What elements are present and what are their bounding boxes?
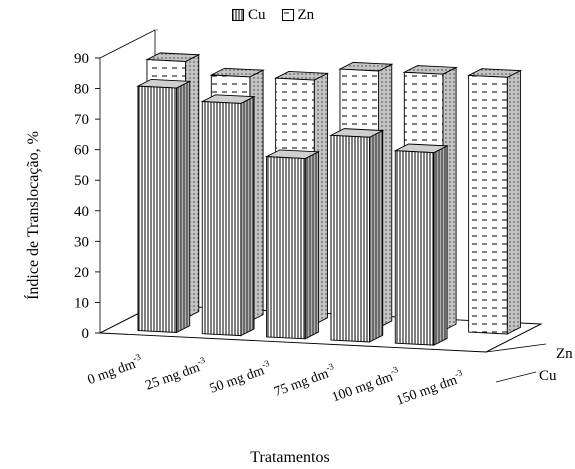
y-tick-label: 80 <box>74 82 89 98</box>
bar-cu-3 <box>329 128 385 343</box>
bar-side <box>369 129 384 343</box>
x-tick-label: 75 mg dm-3 <box>271 361 338 400</box>
y-tick-label: 30 <box>74 234 89 250</box>
depth-edge <box>485 323 542 353</box>
x-tick-label: 150 mg dm-3 <box>393 367 467 408</box>
legend-label-cu: Cu <box>248 6 266 23</box>
bar-front <box>266 156 306 340</box>
bar-side <box>506 69 521 335</box>
y-tick-label: 40 <box>74 204 89 220</box>
bar-front <box>330 134 370 343</box>
legend-label-zn: Zn <box>297 6 315 23</box>
bar-side <box>176 80 191 334</box>
x-tick-label: 100 mg dm-3 <box>329 364 403 405</box>
y-tick-label: 10 <box>74 295 89 311</box>
depth-label-zn: Zn <box>556 346 573 362</box>
bar-cu-1 <box>200 94 256 337</box>
legend: Cu Zn <box>232 6 314 24</box>
legend-swatch-cu <box>232 9 244 21</box>
x-axis-title: Tratamentos <box>250 449 329 466</box>
x-tick-label: 25 mg dm-3 <box>143 355 210 394</box>
x-tick-label: 0 mg dm-3 <box>85 351 145 388</box>
bar-cu-4 <box>393 143 449 346</box>
y-tick-label: 60 <box>74 143 89 159</box>
y-tick-label: 50 <box>74 173 89 189</box>
y-tick-label: 0 <box>82 326 90 342</box>
y-tick-label: 90 <box>74 51 89 67</box>
depth-label-cu: Cu <box>539 368 557 384</box>
bar-cu-0 <box>136 78 192 334</box>
legend-item-cu: Cu <box>232 7 266 24</box>
y-tick-label: 70 <box>74 112 89 128</box>
bar-side <box>240 95 255 337</box>
bar-zn-5 <box>466 68 523 335</box>
depth-tick-zn <box>485 343 547 353</box>
legend-item-zn: Zn <box>281 6 315 24</box>
bar-front <box>468 74 508 335</box>
bar-cu-2 <box>264 149 321 340</box>
bar-side <box>304 151 319 340</box>
legend-swatch-zn <box>281 9 294 21</box>
bar-front <box>201 101 242 337</box>
x-tick-label: 50 mg dm-3 <box>207 358 274 397</box>
bar-side <box>433 145 448 346</box>
y-axis-title: Índice de Translocação, % <box>23 131 42 300</box>
y-tick-label: 20 <box>74 265 89 281</box>
depth-tick-cu <box>495 371 537 383</box>
bar-front <box>394 150 435 346</box>
bar-front <box>137 85 177 333</box>
